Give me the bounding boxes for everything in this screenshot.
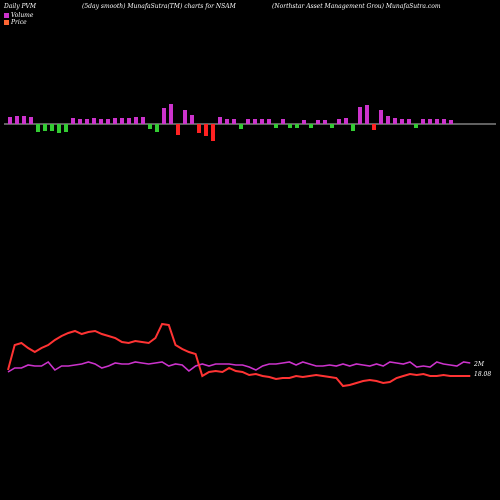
volume-bar [246, 119, 250, 124]
volume-bar [365, 105, 369, 124]
legend-volume-swatch [4, 13, 9, 18]
volume-bar [106, 119, 110, 124]
volume-bar [449, 120, 453, 124]
volume-bar [379, 110, 383, 124]
volume-bars [8, 104, 453, 141]
volume-bar [267, 119, 271, 124]
volume-bar [64, 124, 68, 132]
volume-bar [218, 117, 222, 124]
volume-bar [407, 119, 411, 124]
volume-bar [85, 119, 89, 124]
volume-bar [71, 118, 75, 124]
volume-bar [197, 124, 201, 133]
chart-title-left: Daily PVM [4, 3, 37, 10]
volume-bar [302, 120, 306, 124]
volume-end-label: 2M [473, 361, 485, 368]
volume-bar [435, 119, 439, 124]
volume-bar [99, 119, 103, 124]
volume-bar [428, 119, 432, 124]
volume-bar [50, 124, 54, 131]
volume-bar [260, 119, 264, 124]
volume-bar [239, 124, 243, 129]
volume-bar [344, 118, 348, 124]
volume-bar [169, 104, 173, 124]
volume-bar [134, 117, 138, 124]
volume-bar [316, 120, 320, 124]
volume-bar [15, 116, 19, 124]
volume-bar [323, 120, 327, 124]
volume-bar [274, 124, 278, 128]
volume-bar [57, 124, 61, 133]
volume-bar [204, 124, 208, 136]
volume-bar [141, 117, 145, 124]
volume-bar [225, 119, 229, 124]
volume-bar [358, 107, 362, 124]
volume-bar [22, 116, 26, 124]
legend-price-swatch [4, 20, 9, 25]
volume-bar [78, 119, 82, 124]
volume-bar [414, 124, 418, 128]
legend-price-label: Price [11, 19, 27, 26]
volume-line [7, 360, 471, 373]
volume-bar [442, 119, 446, 124]
chart-title-right: (Northstar Asset Management Grou) Munafa… [272, 3, 441, 10]
volume-bar [337, 119, 341, 124]
volume-bar [148, 124, 152, 129]
volume-bar [176, 124, 180, 135]
line-series [7, 322, 471, 388]
volume-bar [162, 108, 166, 124]
volume-bar [36, 124, 40, 132]
legend-volume: Volume [4, 12, 33, 19]
volume-bar [232, 119, 236, 124]
volume-bar [288, 124, 292, 128]
volume-bar [281, 119, 285, 124]
chart-title-middle: (5day smooth) MunafaSutra(TM) charts for… [82, 3, 236, 10]
volume-bar [8, 117, 12, 124]
volume-bar [183, 110, 187, 124]
legend-volume-label: Volume [11, 12, 34, 19]
volume-bar [295, 124, 299, 128]
volume-bar [190, 115, 194, 124]
volume-bar [372, 124, 376, 130]
volume-bar [43, 124, 47, 131]
volume-bar [155, 124, 159, 132]
volume-bar [29, 117, 33, 124]
volume-bar [393, 118, 397, 124]
volume-bar [120, 118, 124, 124]
volume-bar [400, 119, 404, 124]
volume-bar [309, 124, 313, 128]
volume-bar [351, 124, 355, 131]
price-end-label: 18.08 [474, 371, 491, 378]
volume-bar [92, 118, 96, 124]
price-line [7, 322, 471, 388]
volume-bar [421, 119, 425, 124]
volume-bar [113, 118, 117, 124]
volume-bar [386, 116, 390, 124]
volume-bar [330, 124, 334, 128]
volume-bar [211, 124, 215, 141]
volume-bar [127, 118, 131, 124]
volume-bar [253, 119, 257, 124]
legend-price: Price [4, 19, 27, 26]
